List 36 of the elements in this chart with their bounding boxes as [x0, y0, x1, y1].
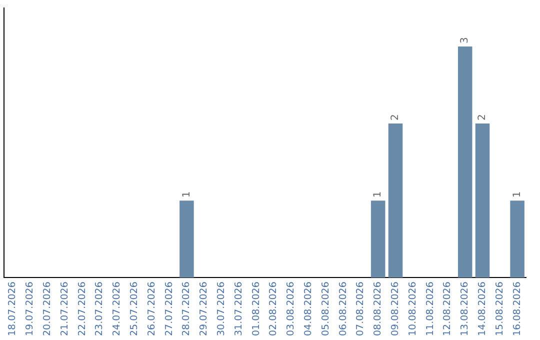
x-tick-label: 22.07.2026 — [76, 282, 88, 336]
x-tick-label: 02.08.2026 — [268, 282, 280, 336]
data-label: 2 — [390, 114, 402, 121]
x-tick-label: 25.07.2026 — [128, 282, 140, 336]
x-tick-label: 30.07.2026 — [216, 282, 227, 336]
x-tick-label: 29.07.2026 — [198, 282, 210, 336]
data-label: 1 — [372, 191, 384, 198]
x-tick-label: 11.08.2026 — [424, 282, 436, 336]
x-tick-label: 08.08.2026 — [372, 282, 384, 336]
x-tick-label: 15.08.2026 — [494, 282, 506, 336]
x-tick-label: 16.08.2026 — [512, 282, 523, 336]
x-tick-label: 06.08.2026 — [338, 282, 349, 336]
x-tick-label: 05.08.2026 — [320, 282, 332, 336]
x-tick-label: 12.08.2026 — [442, 282, 454, 336]
x-tick-label: 03.08.2026 — [286, 282, 297, 336]
data-label: 3 — [460, 37, 471, 44]
x-tick-label: 28.07.2026 — [181, 282, 192, 336]
x-tick-label: 24.07.2026 — [112, 282, 123, 336]
x-tick-label: 19.07.2026 — [24, 282, 36, 336]
x-tick-label: 01.08.2026 — [250, 282, 262, 336]
x-tick-label: 09.08.2026 — [390, 282, 401, 336]
x-tick-label: 07.08.2026 — [355, 282, 366, 336]
data-label: 1 — [181, 191, 192, 198]
x-tick-label: 10.08.2026 — [407, 282, 418, 336]
x-tick-label: 31.07.2026 — [233, 282, 244, 336]
data-label: 2 — [477, 114, 488, 121]
x-tick-label: 20.07.2026 — [42, 282, 53, 336]
x-tick-label: 18.07.2026 — [7, 282, 18, 336]
x-tick-label: 23.07.2026 — [94, 282, 106, 336]
x-tick-label: 04.08.2026 — [302, 282, 314, 336]
x-tick-label: 26.07.2026 — [146, 282, 158, 336]
x-tick-label: 13.08.2026 — [460, 282, 471, 336]
x-tick-label: 27.07.2026 — [164, 282, 175, 336]
x-tick-label: 14.08.2026 — [476, 282, 488, 336]
x-tick-label: 21.07.2026 — [59, 282, 70, 336]
data-label: 1 — [512, 191, 523, 198]
